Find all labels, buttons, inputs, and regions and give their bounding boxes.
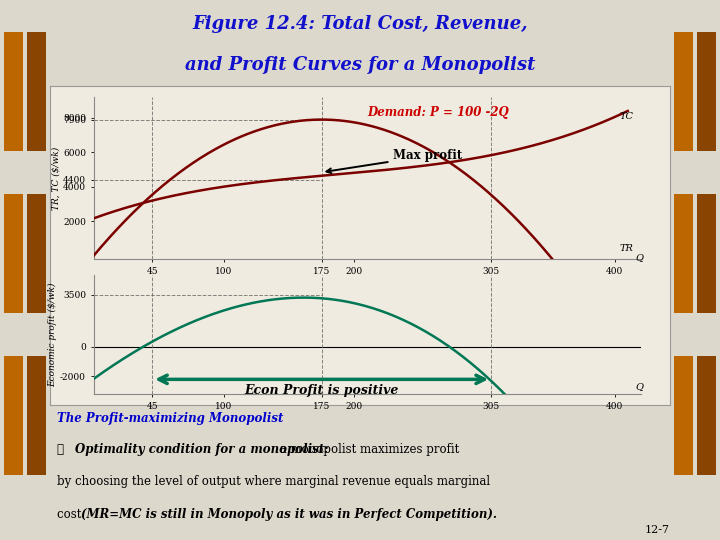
Bar [674,32,693,151]
Text: 12-7: 12-7 [644,524,670,535]
Text: Optimality condition for a monopolist:: Optimality condition for a monopolist: [75,443,328,456]
Text: Econ Profit is positive: Econ Profit is positive [244,384,399,397]
Text: Q: Q [636,253,644,262]
Bar [674,356,693,475]
Text: Max profit: Max profit [326,149,462,173]
Bar [27,194,46,313]
Bar [674,194,693,313]
Bar [697,356,716,475]
Bar [4,356,23,475]
Y-axis label: Economic profit ($/wk): Economic profit ($/wk) [48,282,58,387]
Bar [27,356,46,475]
Text: cost: cost [57,508,85,521]
Bar [4,32,23,151]
Y-axis label: TR, TC ($/wk): TR, TC ($/wk) [51,146,60,210]
Text: ✓: ✓ [57,443,68,456]
Bar [697,32,716,151]
Text: (MR=MC is still in Monopoly as it was in Perfect Competition).: (MR=MC is still in Monopoly as it was in… [81,508,498,521]
Text: TR: TR [620,245,634,253]
Text: and Profit Curves for a Monopolist: and Profit Curves for a Monopolist [185,56,535,74]
Text: Demand: P = 100 -2Q: Demand: P = 100 -2Q [367,106,509,119]
Text: The Profit-maximizing Monopolist: The Profit-maximizing Monopolist [57,411,283,425]
Text: Figure 12.4: Total Cost, Revenue,: Figure 12.4: Total Cost, Revenue, [192,15,528,33]
Text: a monopolist maximizes profit: a monopolist maximizes profit [276,443,459,456]
Text: Q: Q [636,382,644,392]
Bar [4,194,23,313]
Bar [27,32,46,151]
Bar [697,194,716,313]
Text: TC: TC [620,112,634,122]
Text: by choosing the level of output where marginal revenue equals marginal: by choosing the level of output where ma… [57,475,490,488]
